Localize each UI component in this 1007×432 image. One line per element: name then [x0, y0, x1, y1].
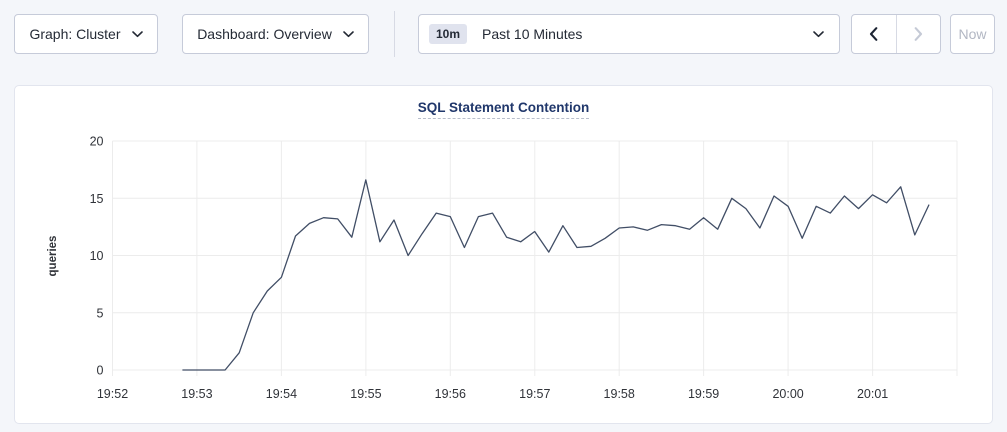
y-axis-label: queries [47, 236, 59, 277]
x-tick-label: 20:00 [772, 387, 803, 401]
x-tick-label: 19:56 [435, 387, 466, 401]
chart-svg[interactable]: 0 5 10 15 20 19:52 19:53 19:54 19:55 19:56 19:57 19… [15, 86, 992, 423]
x-tick-label: 19:54 [266, 387, 297, 401]
chevron-left-icon [870, 27, 878, 41]
chart-title-text[interactable]: SQL Statement Contention [417, 100, 590, 119]
x-tick-label: 19:57 [519, 387, 550, 401]
chart-card: SQL Statement Contention 0 5 10 15 20 19:52 19… [14, 85, 993, 424]
now-button[interactable]: Now [950, 14, 995, 54]
y-tick-label: 10 [90, 249, 104, 263]
time-range-label: Past 10 Minutes [482, 26, 583, 42]
x-tick-label: 19:53 [181, 387, 212, 401]
toolbar-divider [394, 11, 395, 57]
x-tick-label: 19:55 [350, 387, 381, 401]
time-back-button[interactable] [852, 15, 896, 53]
time-range-badge: 10m [429, 24, 468, 44]
chevron-right-icon [914, 27, 922, 41]
dashboard-dropdown-label: Dashboard: Overview [197, 26, 332, 42]
series-line[interactable] [182, 179, 930, 371]
y-tick-label: 0 [97, 364, 104, 378]
y-tick-label: 20 [90, 135, 104, 149]
graph-dropdown-label: Graph: Cluster [29, 26, 121, 42]
y-tick-label: 15 [90, 192, 104, 206]
x-tick-label: 19:58 [604, 387, 635, 401]
x-tick-label: 19:52 [97, 387, 128, 401]
time-range-dropdown[interactable]: 10m Past 10 Minutes [418, 14, 840, 54]
dashboard-dropdown[interactable]: Dashboard: Overview [182, 14, 369, 54]
chart-title: SQL Statement Contention [15, 99, 992, 119]
chevron-down-icon [813, 30, 824, 37]
y-tick-label: 5 [97, 306, 104, 320]
graph-dropdown[interactable]: Graph: Cluster [14, 14, 158, 54]
x-tick-label: 20:01 [857, 387, 888, 401]
time-forward-button[interactable] [895, 15, 941, 53]
chevron-down-icon [131, 30, 143, 37]
chevron-down-icon [343, 30, 354, 37]
time-nav-group [851, 14, 941, 54]
x-tick-label: 19:59 [688, 387, 719, 401]
